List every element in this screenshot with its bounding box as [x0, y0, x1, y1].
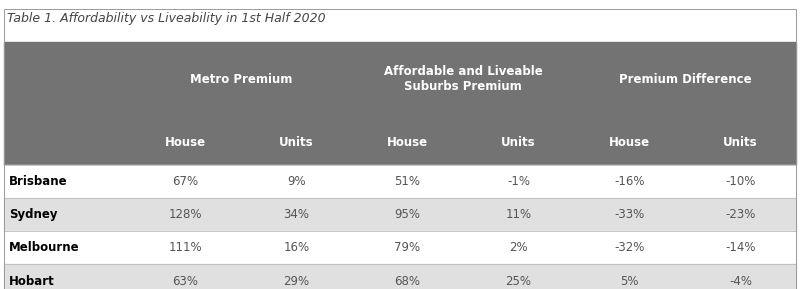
Text: Affordable and Liveable
Suburbs Premium: Affordable and Liveable Suburbs Premium — [383, 65, 542, 93]
Text: -4%: -4% — [729, 275, 752, 288]
Text: Units: Units — [723, 136, 758, 149]
Text: House: House — [165, 136, 206, 149]
Text: 2%: 2% — [509, 241, 528, 254]
Text: 34%: 34% — [283, 208, 310, 221]
Text: -10%: -10% — [726, 175, 756, 188]
Text: 11%: 11% — [506, 208, 531, 221]
Text: 25%: 25% — [506, 275, 531, 288]
Text: Units: Units — [279, 136, 314, 149]
Text: -1%: -1% — [507, 175, 530, 188]
Text: 16%: 16% — [283, 241, 310, 254]
Text: Table 1. Affordability vs Liveability in 1st Half 2020: Table 1. Affordability vs Liveability in… — [7, 12, 326, 25]
Text: 95%: 95% — [394, 208, 420, 221]
Bar — [4, 198, 796, 231]
Text: 5%: 5% — [620, 275, 638, 288]
Text: Melbourne: Melbourne — [9, 241, 79, 254]
Text: Metro Premium: Metro Premium — [190, 73, 292, 86]
Text: Sydney: Sydney — [9, 208, 58, 221]
Text: 63%: 63% — [172, 275, 198, 288]
Text: 79%: 79% — [394, 241, 421, 254]
Text: 29%: 29% — [283, 275, 310, 288]
Text: Units: Units — [501, 136, 536, 149]
Text: -33%: -33% — [614, 208, 645, 221]
Text: -23%: -23% — [726, 208, 756, 221]
Text: -32%: -32% — [614, 241, 645, 254]
Text: 68%: 68% — [394, 275, 420, 288]
Text: 111%: 111% — [169, 241, 202, 254]
Text: Hobart: Hobart — [9, 275, 54, 288]
Text: 9%: 9% — [287, 175, 306, 188]
Text: 67%: 67% — [172, 175, 198, 188]
Text: Premium Difference: Premium Difference — [618, 73, 751, 86]
Bar — [4, 42, 796, 165]
Bar — [4, 264, 796, 289]
Bar — [4, 231, 796, 264]
Text: House: House — [609, 136, 650, 149]
Text: -16%: -16% — [614, 175, 645, 188]
Text: -14%: -14% — [726, 241, 756, 254]
Text: House: House — [387, 136, 428, 149]
Bar — [4, 165, 796, 198]
Text: Brisbane: Brisbane — [9, 175, 67, 188]
Text: 51%: 51% — [394, 175, 420, 188]
Text: 128%: 128% — [169, 208, 202, 221]
